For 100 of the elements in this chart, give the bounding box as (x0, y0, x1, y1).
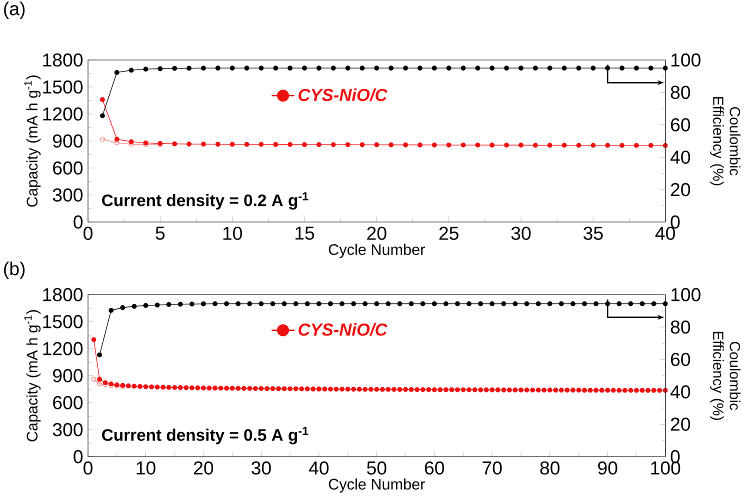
y2-axis-title: Coulombic Efficiency (%) (710, 97, 740, 186)
point (417, 66, 422, 71)
y-axis-title: Capacity (mA h g$^{-1}$) (24, 75, 41, 207)
y-tick-label: 1500 (43, 315, 83, 328)
point (186, 66, 192, 71)
y-tick-label: 0 (74, 450, 83, 464)
point (478, 301, 484, 306)
point (166, 302, 172, 308)
point (330, 142, 336, 148)
x-tick-label: 90 (598, 461, 618, 475)
y2-tick-label: 0 (670, 215, 680, 229)
point (230, 142, 235, 147)
point (340, 301, 344, 306)
point (328, 301, 333, 306)
legend-label: CYS-NiO/C (298, 88, 388, 102)
point (374, 66, 380, 71)
point (562, 142, 567, 148)
point (345, 142, 350, 148)
y2-tick-label: 40 (670, 385, 690, 398)
point (215, 142, 220, 147)
point (466, 301, 472, 306)
y-tick-label: 1200 (43, 107, 83, 121)
x-tick-label: 10 (136, 461, 156, 475)
point (518, 142, 524, 148)
point (475, 66, 480, 71)
y-tick-label: 900 (53, 134, 83, 148)
point (316, 66, 322, 71)
x-tick-label: 0 (84, 461, 92, 475)
x-tick-label: 35 (583, 226, 603, 240)
point (501, 301, 506, 306)
point (576, 66, 582, 71)
point (518, 66, 524, 71)
y-tick-label: 1800 (43, 288, 83, 302)
point (108, 308, 114, 313)
x-tick-label: 70 (482, 461, 502, 475)
point (244, 66, 250, 71)
point (475, 142, 480, 148)
x-tick-label: 15 (296, 226, 314, 240)
x-tick-label: 100 (651, 461, 680, 475)
y-tick-label: 1800 (43, 53, 83, 67)
point (648, 142, 654, 148)
point (403, 142, 408, 148)
point (114, 70, 120, 75)
point (504, 142, 510, 148)
point (212, 301, 218, 306)
x-tick-label: 20 (194, 461, 214, 475)
point (446, 66, 452, 71)
point (388, 66, 394, 71)
y-tick-label: 1200 (43, 342, 83, 356)
point (258, 66, 264, 71)
y2-tick-label: 100 (671, 53, 700, 67)
x-tick-label: 25 (439, 226, 458, 240)
point (114, 136, 120, 142)
point (374, 142, 380, 148)
y-tick-label: 600 (53, 396, 83, 410)
point (143, 66, 148, 72)
point (178, 302, 183, 307)
point (420, 301, 426, 306)
point (460, 66, 466, 71)
y-tick-label: 1500 (43, 80, 83, 94)
point (154, 302, 160, 308)
point (662, 301, 668, 306)
point (100, 113, 105, 118)
x-tick-label: 40 (655, 226, 675, 240)
point (270, 301, 276, 306)
point (236, 301, 241, 306)
point (628, 301, 634, 306)
point (345, 66, 350, 71)
x-tick-label: 20 (367, 226, 386, 240)
point (620, 142, 624, 148)
point (524, 301, 530, 306)
point (590, 142, 596, 148)
point (304, 301, 310, 306)
point (640, 301, 645, 306)
point (594, 301, 599, 306)
point (244, 142, 250, 147)
point (558, 301, 564, 306)
point (634, 142, 639, 148)
y-axis-title: Capacity (mA h g$^{-1}$) (24, 310, 41, 442)
point (230, 66, 235, 71)
point (258, 301, 264, 306)
point (570, 301, 576, 306)
point (460, 142, 466, 148)
point (273, 66, 278, 71)
point (201, 66, 206, 71)
point (605, 142, 610, 148)
y2-tick-label: 100 (671, 288, 700, 302)
y2-tick-label: 80 (670, 320, 690, 334)
point (247, 301, 252, 306)
point (374, 301, 380, 306)
point (293, 301, 298, 306)
legend-label: CYS-NiO/C (298, 323, 388, 336)
point (547, 66, 552, 71)
point (443, 301, 448, 306)
point (662, 66, 668, 71)
text: (b) (4, 262, 25, 279)
point (316, 142, 322, 148)
point (258, 142, 264, 147)
y-tick-label: 300 (52, 188, 83, 202)
point (562, 66, 567, 71)
